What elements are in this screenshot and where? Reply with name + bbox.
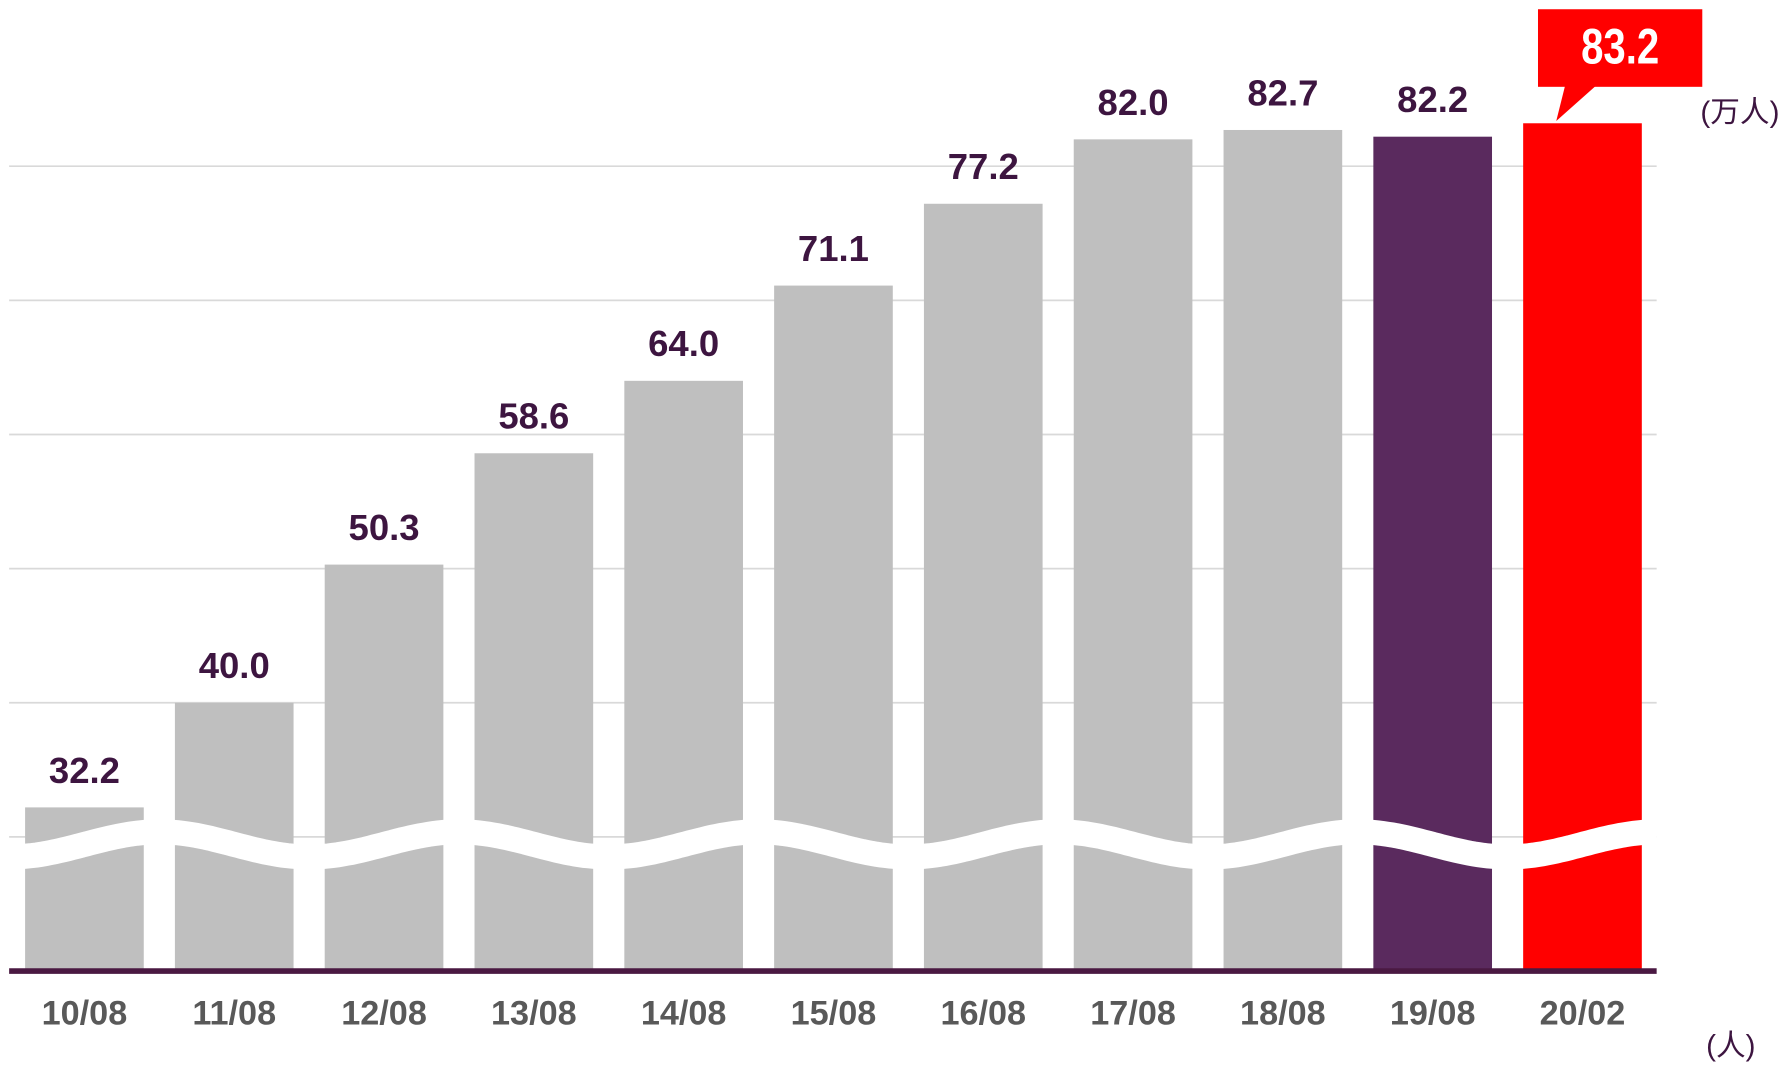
x-tick-label: 13/08 xyxy=(491,995,577,1033)
x-tick-label: 18/08 xyxy=(1240,995,1326,1033)
x-tick-label: 20/02 xyxy=(1540,995,1626,1033)
x-tick-label: 15/08 xyxy=(791,995,877,1033)
bar xyxy=(774,285,893,972)
callout-box xyxy=(1537,9,1703,87)
bar xyxy=(474,453,594,972)
x-tick-label: 17/08 xyxy=(1090,995,1176,1033)
value-label: 77.2 xyxy=(948,146,1019,187)
value-label: 71.1 xyxy=(798,228,869,269)
callout-label: 83.2 xyxy=(1581,18,1659,74)
x-tick-label: 14/08 xyxy=(641,995,727,1033)
bar xyxy=(624,380,743,972)
x-tick-label: 19/08 xyxy=(1390,995,1476,1033)
x-tick-label: 12/08 xyxy=(341,995,427,1033)
value-label: 82.2 xyxy=(1397,79,1468,120)
x-unit: (人) xyxy=(1706,1029,1755,1062)
value-label: 40.0 xyxy=(199,645,270,686)
x-tick-label: 11/08 xyxy=(192,995,276,1033)
value-label: 58.6 xyxy=(498,396,569,437)
value-label: 50.3 xyxy=(349,507,420,548)
value-label: 82.0 xyxy=(1098,82,1169,123)
callout-pointer xyxy=(1556,84,1598,122)
bar xyxy=(324,564,444,972)
value-label: 32.2 xyxy=(49,750,120,791)
y-unit: (万人) xyxy=(1700,96,1779,129)
value-label: 82.7 xyxy=(1247,72,1318,113)
x-tick-label: 10/08 xyxy=(42,995,128,1033)
axis-break xyxy=(9,819,1657,870)
value-label: 64.0 xyxy=(648,323,719,364)
x-tick-label: 16/08 xyxy=(940,995,1026,1033)
